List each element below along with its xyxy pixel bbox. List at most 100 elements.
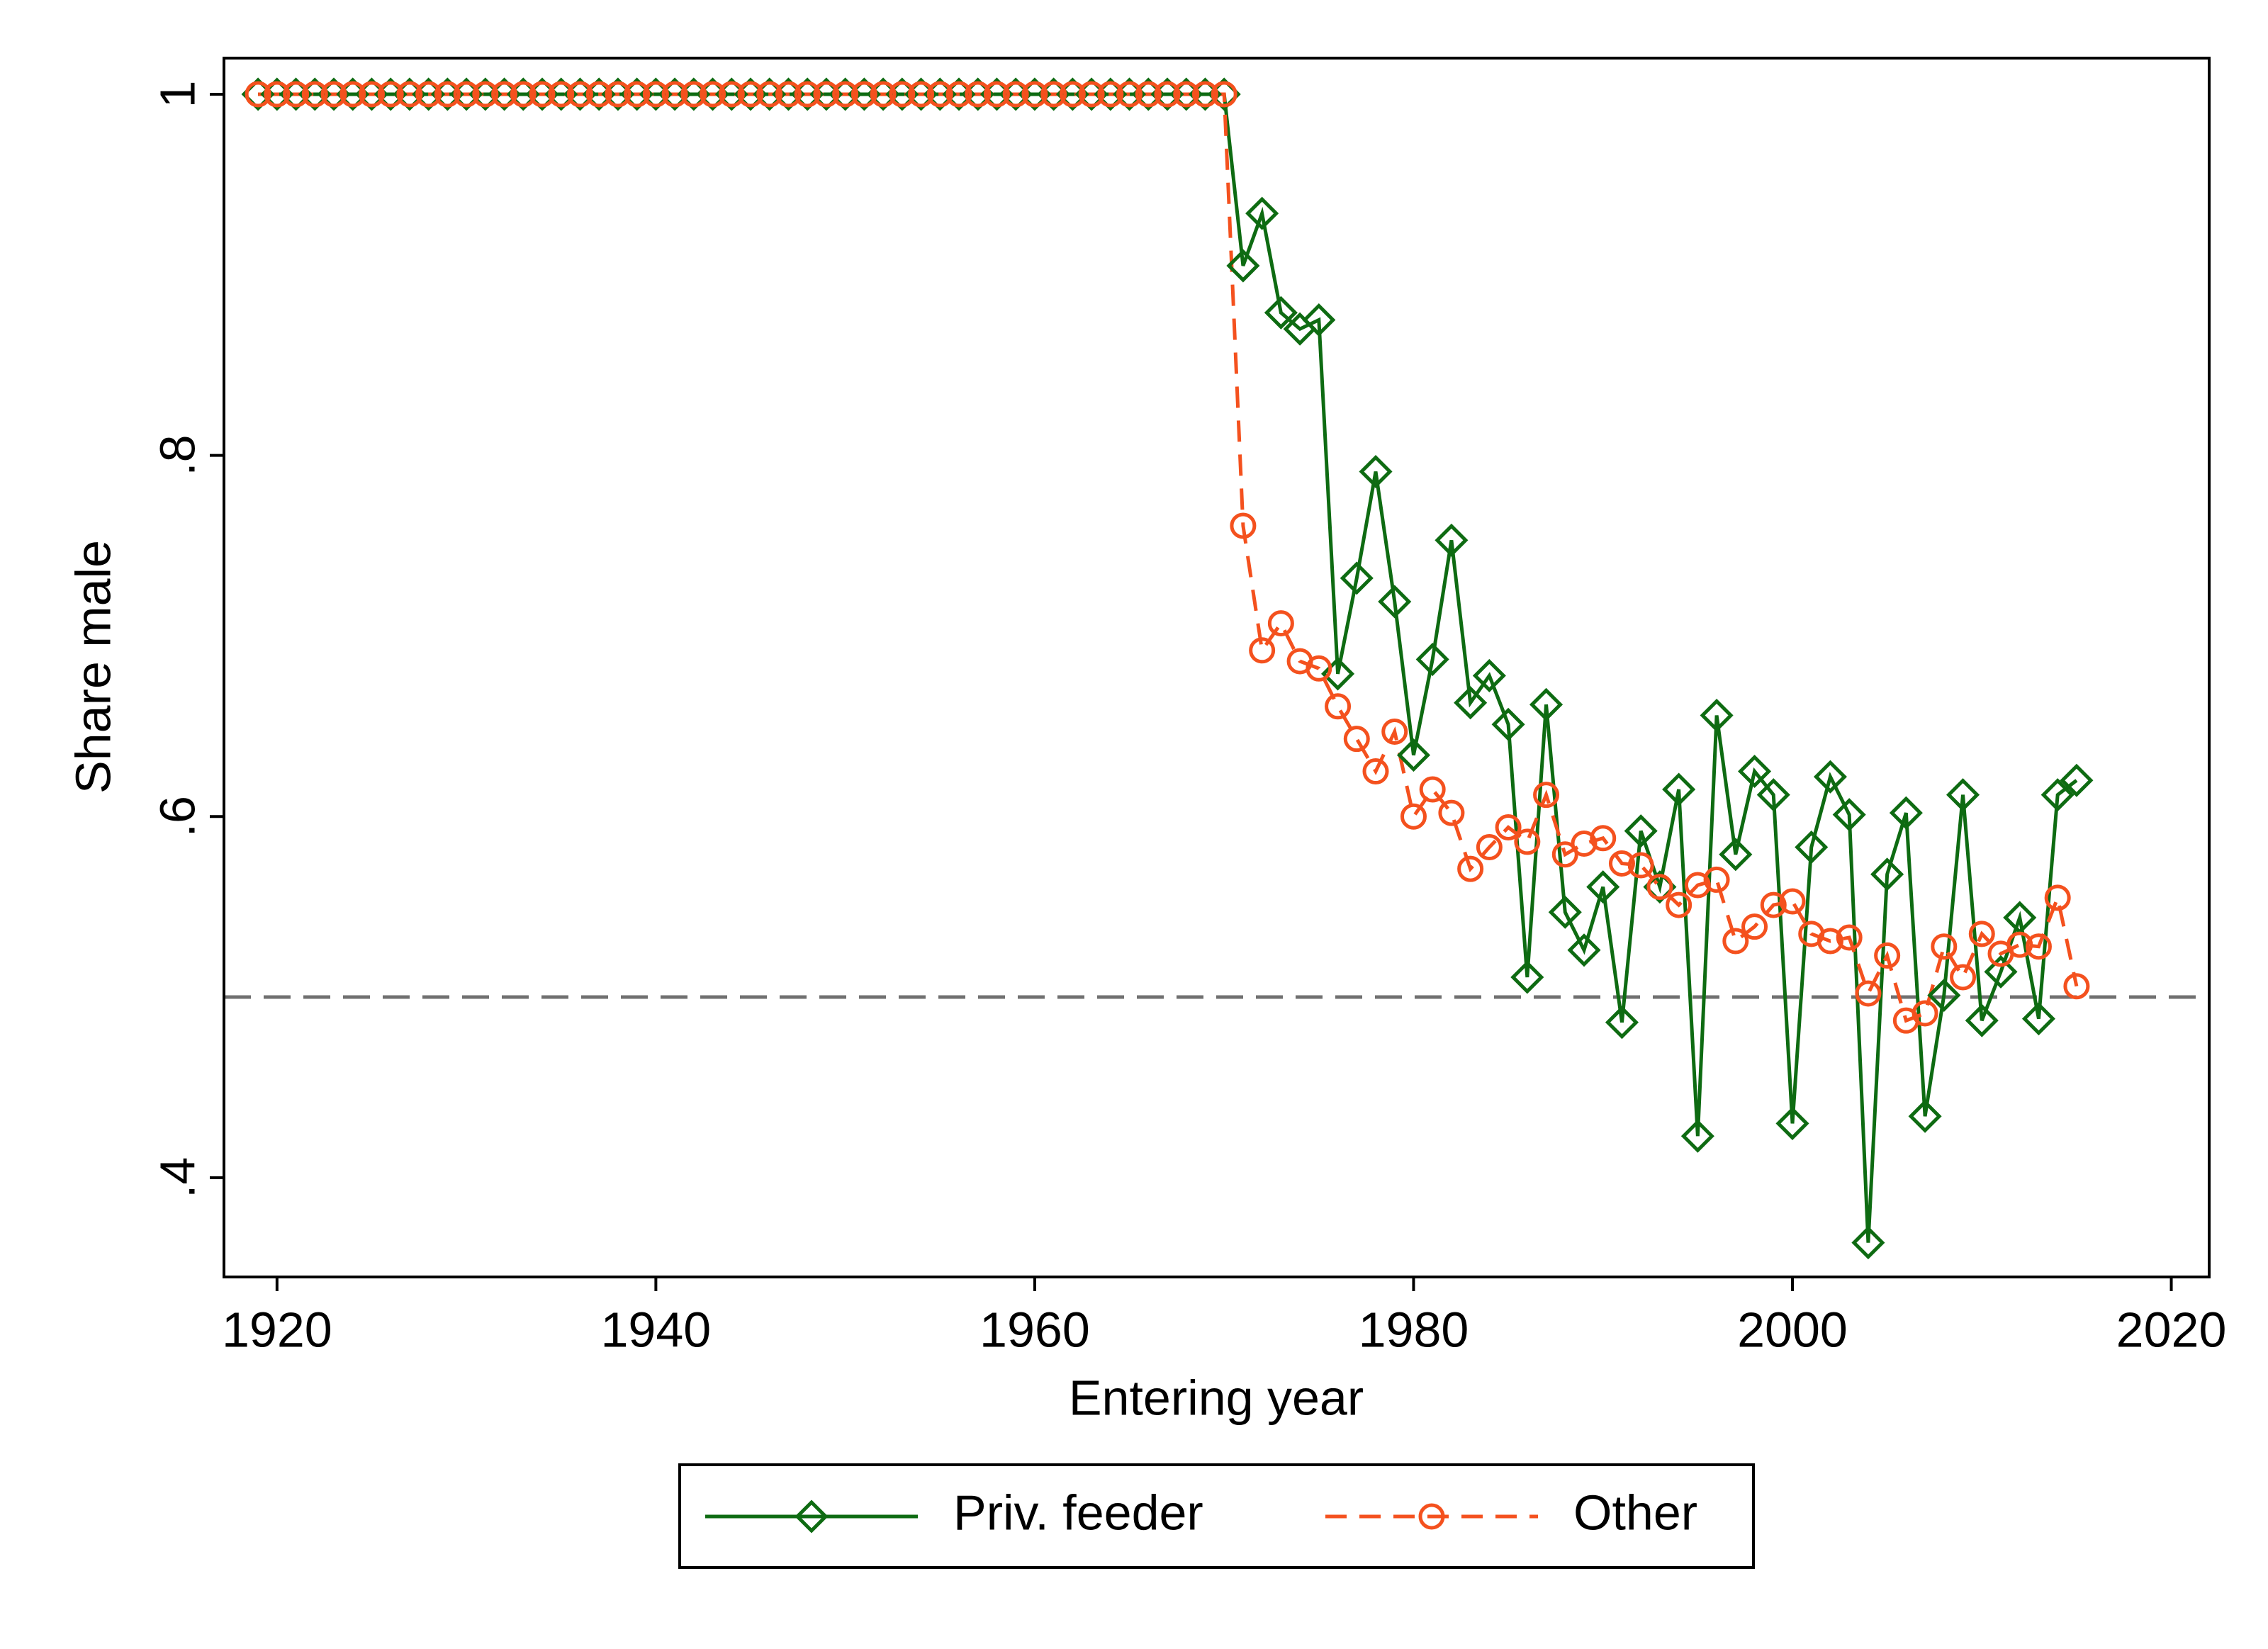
data-point <box>889 81 916 108</box>
data-point <box>1700 698 1734 733</box>
data-point <box>1078 81 1105 108</box>
data-point <box>2006 931 2033 958</box>
data-point <box>926 81 953 108</box>
data-point <box>1984 955 2018 989</box>
data-point <box>2040 778 2075 812</box>
data-point <box>1249 637 1276 664</box>
data-point <box>358 81 385 108</box>
data-point <box>1267 610 1294 637</box>
data-point <box>945 81 972 108</box>
data-point <box>320 81 347 108</box>
data-point <box>1059 81 1086 108</box>
y-tick-label: .4 <box>150 1157 205 1198</box>
data-point <box>1306 655 1332 682</box>
data-point <box>1911 1000 1938 1027</box>
data-point <box>415 81 442 108</box>
data-point <box>870 81 897 108</box>
data-point <box>737 81 764 108</box>
data-point <box>1605 1006 1639 1040</box>
data-point <box>1627 852 1654 879</box>
data-point <box>1154 81 1181 108</box>
data-point <box>1832 798 1866 832</box>
data-point <box>1646 874 1673 901</box>
data-point <box>453 81 480 108</box>
data-point <box>1495 814 1522 841</box>
data-point <box>1116 81 1143 108</box>
x-axis-title: Entering year <box>1069 1370 1364 1425</box>
data-point <box>700 81 726 108</box>
data-point <box>1435 523 1469 557</box>
plot-frame <box>223 57 2211 1278</box>
x-tick-label: 1960 <box>979 1302 1090 1357</box>
data-point <box>1946 778 1980 812</box>
data-point <box>756 81 783 108</box>
data-point <box>1817 928 1843 955</box>
data-point <box>1968 921 1995 947</box>
data-point <box>680 81 707 108</box>
data-point <box>1965 1003 1999 1037</box>
data-point <box>1548 895 1582 929</box>
data-point <box>1529 687 1564 721</box>
data-point <box>1874 942 1901 969</box>
data-point <box>548 81 575 108</box>
data-point <box>529 81 556 108</box>
data-point <box>983 81 1010 108</box>
data-point <box>1719 838 1753 872</box>
data-point <box>1586 870 1620 904</box>
data-point <box>1476 834 1503 861</box>
data-point <box>1230 512 1257 539</box>
data-point <box>1378 585 1412 619</box>
data-point <box>661 81 688 108</box>
data-point <box>1779 888 1806 915</box>
data-point <box>1756 778 1790 812</box>
data-point <box>1836 924 1863 951</box>
data-point <box>2021 1002 2055 1036</box>
data-point <box>965 81 992 108</box>
data-point <box>1321 657 1355 691</box>
data-point <box>813 81 840 108</box>
data-point <box>1211 81 1237 108</box>
data-point <box>1738 754 1772 789</box>
data-point <box>264 81 291 108</box>
data-point <box>642 81 669 108</box>
data-point <box>1741 913 1768 940</box>
data-point <box>1950 964 1977 991</box>
data-point <box>1381 718 1408 745</box>
data-point <box>1590 825 1617 852</box>
data-point <box>491 81 518 108</box>
x-tick-label: 1980 <box>1359 1302 1469 1357</box>
data-point <box>1302 303 1336 337</box>
data-point <box>2044 884 2071 911</box>
legend-label: Other <box>1573 1485 1697 1540</box>
legend-label: Priv. feeder <box>953 1485 1203 1540</box>
data-point <box>1400 803 1427 830</box>
data-point <box>1703 866 1730 893</box>
data-point <box>1359 454 1393 489</box>
data-point <box>1567 933 1601 967</box>
data-point <box>1325 693 1352 720</box>
data-point <box>1662 772 1696 806</box>
data-point <box>1173 81 1200 108</box>
data-point <box>1343 726 1370 753</box>
data-point <box>624 81 651 108</box>
data-point <box>377 81 404 108</box>
y-tick-label: .6 <box>150 796 205 837</box>
data-point <box>1908 1099 1942 1133</box>
data-point <box>832 81 859 108</box>
data-point <box>1760 891 1787 918</box>
data-point <box>434 81 461 108</box>
data-point <box>1889 796 1923 830</box>
data-point <box>850 81 877 108</box>
data-point <box>585 81 612 108</box>
data-point <box>1362 758 1389 785</box>
data-point <box>1438 799 1465 826</box>
data-point <box>1931 933 1958 960</box>
data-point <box>1624 814 1658 848</box>
data-point <box>245 81 271 108</box>
legend-marker <box>795 1499 829 1533</box>
data-point <box>1855 980 1882 1007</box>
data-point <box>1097 81 1124 108</box>
data-point <box>301 81 328 108</box>
data-point <box>1491 707 1525 741</box>
